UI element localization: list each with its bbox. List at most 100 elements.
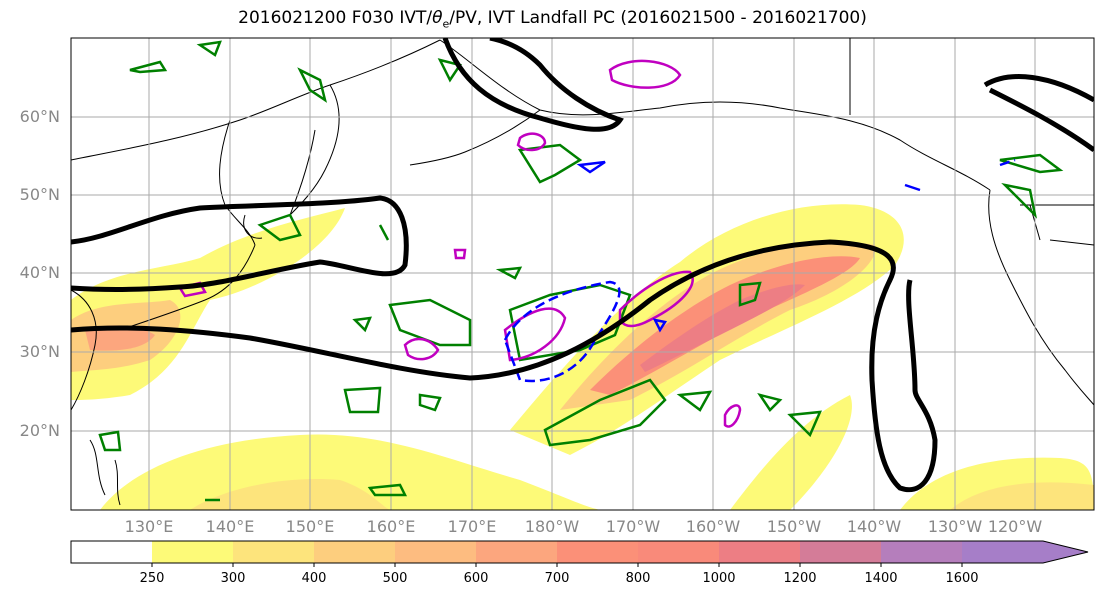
green-contour xyxy=(367,483,408,497)
coast-philippines xyxy=(89,439,121,506)
ivt-region-west-peak xyxy=(85,325,155,351)
magenta-contour xyxy=(618,270,694,328)
theta-subscript: e xyxy=(442,17,450,31)
lat-label: 60°N xyxy=(20,107,60,126)
blue-contour xyxy=(576,160,606,174)
lon-label: 140°W xyxy=(847,517,902,536)
black-contours xyxy=(71,38,1094,493)
colorbar-segment xyxy=(881,541,962,563)
colorbar-label: 700 xyxy=(545,571,570,586)
green-contour xyxy=(352,316,372,333)
lat-label: 50°N xyxy=(20,185,60,204)
lat-labels: 60°N 50°N 40°N 30°N 20°N xyxy=(20,107,60,440)
blue-contour xyxy=(652,318,668,333)
black-contour-north xyxy=(71,195,409,292)
green-contour xyxy=(343,386,382,414)
colorbar-label: 400 xyxy=(302,571,327,586)
green-contour xyxy=(757,393,783,412)
blue-contour xyxy=(904,183,921,192)
colorbar-segment xyxy=(719,541,800,563)
ivt-region-south-core xyxy=(190,479,390,510)
lon-label: 180°W xyxy=(525,517,580,536)
lon-label: 160°E xyxy=(367,517,416,536)
colorbar-segment xyxy=(395,541,476,563)
green-contour xyxy=(378,224,390,241)
green-contour xyxy=(437,58,463,83)
colorbar-segment xyxy=(314,541,395,563)
colorbar-segment xyxy=(233,541,314,563)
colorbar-label: 800 xyxy=(626,571,651,586)
colorbar-label: 250 xyxy=(140,571,165,586)
green-contour xyxy=(388,298,472,347)
magenta-contour xyxy=(723,404,742,428)
coast-asia xyxy=(71,39,441,161)
magenta-contour xyxy=(453,248,467,260)
ivt-region-south xyxy=(100,434,600,510)
colorbar-segment xyxy=(638,541,719,563)
lat-label: 40°N xyxy=(20,263,60,282)
green-contour xyxy=(418,393,442,412)
colorbar-label: 300 xyxy=(221,571,246,586)
map-title: 2016021200 F030 IVT/θe/PV, IVT Landfall … xyxy=(238,8,867,31)
theta-symbol: θ xyxy=(432,8,443,28)
coast-na-west xyxy=(988,189,1094,406)
lon-label: 150°E xyxy=(286,517,335,536)
green-contour xyxy=(297,67,327,103)
lon-labels: 130°E 140°E 150°E 160°E 170°E 180°W 170°… xyxy=(125,517,1043,536)
lat-label: 20°N xyxy=(20,421,60,440)
green-contours xyxy=(98,40,1064,502)
green-contour xyxy=(738,281,762,307)
lon-label: 170°E xyxy=(448,517,497,536)
green-contour xyxy=(787,410,822,438)
colorbar-label: 600 xyxy=(464,571,489,586)
blue-contours xyxy=(503,158,1016,383)
blue-contour xyxy=(503,280,621,383)
colorbar-segment xyxy=(152,541,233,563)
lon-label: 170°W xyxy=(606,517,661,536)
ivt-region-southeast xyxy=(730,395,852,510)
coast-korea-china xyxy=(71,289,97,411)
colorbar-label: 1000 xyxy=(702,571,735,586)
green-contour xyxy=(257,213,302,242)
colorbar-segment xyxy=(557,541,638,563)
colorbar-label: 1600 xyxy=(945,571,978,586)
lon-label: 130°W xyxy=(928,517,983,536)
magenta-contour xyxy=(516,132,547,152)
coast-alaska xyxy=(439,39,991,191)
colorbar-segment xyxy=(962,541,1088,563)
black-contour-arctic xyxy=(442,38,624,132)
coast-japan xyxy=(119,214,263,331)
coast-kamchatka xyxy=(289,84,340,216)
green-contour xyxy=(98,430,122,452)
lon-label: 130°E xyxy=(125,517,174,536)
blue-contours-solid xyxy=(576,160,921,333)
lon-label: 160°W xyxy=(686,517,741,536)
coastlines xyxy=(71,38,1094,506)
colorbar-segment xyxy=(71,541,152,563)
colorbar-label: 1200 xyxy=(783,571,816,586)
green-contour xyxy=(196,40,222,57)
magenta-contour xyxy=(503,307,567,362)
ivt-region-central-peak xyxy=(640,284,805,372)
ivt-shading xyxy=(71,204,1094,510)
magenta-contour xyxy=(608,59,682,89)
black-contour-east xyxy=(983,74,1094,153)
green-contour xyxy=(1001,182,1038,219)
colorbar-segment xyxy=(476,541,557,563)
gridlines xyxy=(71,38,1094,510)
green-contour xyxy=(999,153,1064,174)
green-contour xyxy=(508,283,632,362)
green-contour xyxy=(129,60,168,74)
green-contour xyxy=(517,143,583,184)
map-content xyxy=(71,38,1094,510)
lat-label: 30°N xyxy=(20,342,60,361)
black-contour-main xyxy=(71,239,938,493)
lon-label: 140°E xyxy=(206,517,255,536)
colorbar-label: 500 xyxy=(383,571,408,586)
coast-aleutians xyxy=(409,109,541,166)
colorbar-segment xyxy=(800,541,881,563)
colorbar-label: 1400 xyxy=(864,571,897,586)
map-frame xyxy=(70,37,1095,511)
green-contour xyxy=(676,390,713,412)
